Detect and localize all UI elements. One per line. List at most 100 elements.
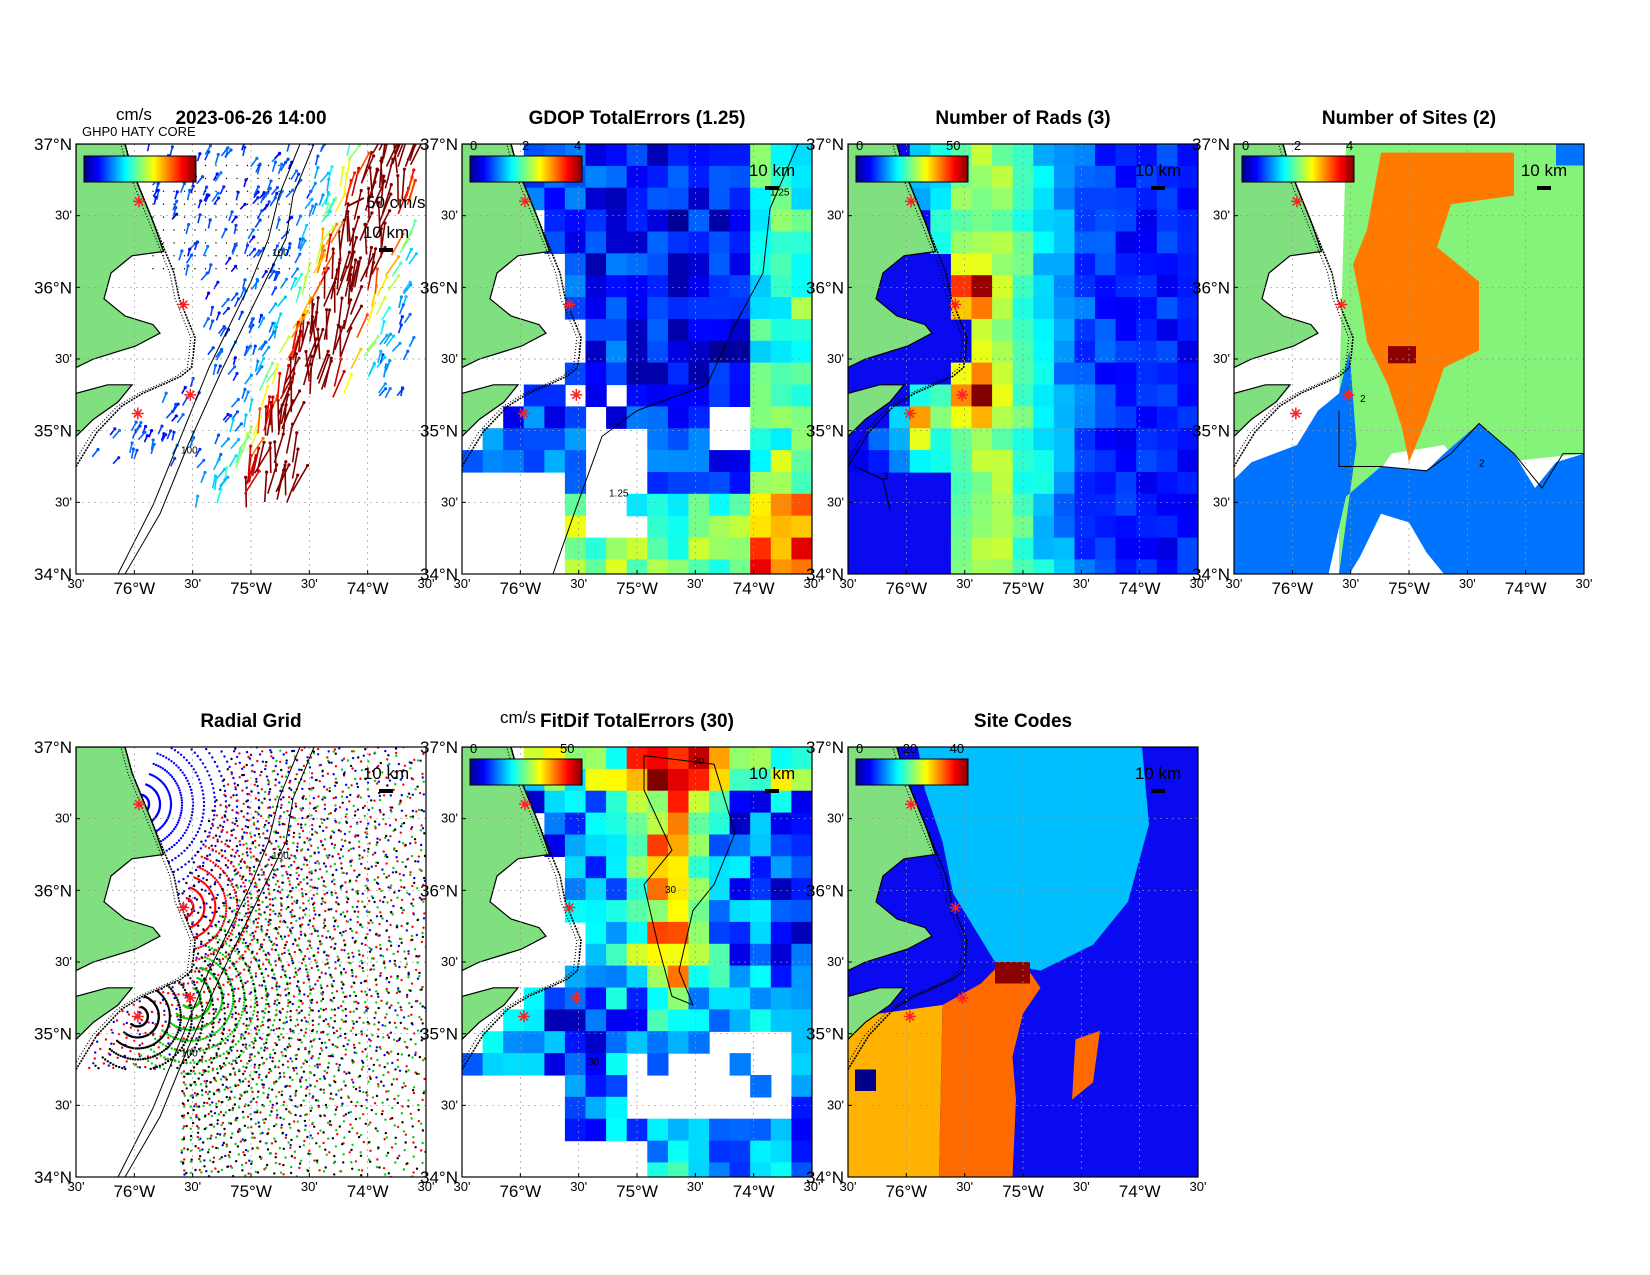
radial-grid-point [187, 782, 191, 785]
data-cell [1053, 144, 1076, 167]
radial-grid-point [322, 1141, 325, 1145]
radial-grid-point [339, 830, 343, 833]
radial-grid-point [353, 1000, 356, 1003]
data-cell [585, 275, 607, 298]
radial-grid-point [239, 866, 242, 870]
radial-grid-point [368, 842, 371, 845]
data-cell [544, 384, 566, 407]
radial-grid-point [302, 981, 305, 984]
radial-grid-point [405, 963, 408, 966]
radial-grid-point [181, 771, 184, 774]
radial-grid-point [285, 1020, 288, 1024]
vector-head [233, 356, 237, 360]
radial-grid-point [288, 781, 291, 784]
radial-grid-point [333, 843, 337, 847]
radial-grid-point [162, 838, 165, 842]
radial-grid-point [297, 944, 300, 947]
radial-grid-point [322, 1091, 326, 1095]
data-cell [544, 428, 566, 451]
radial-grid-point [370, 895, 374, 898]
radial-grid-point [212, 861, 215, 864]
radial-grid-point [422, 810, 426, 813]
grid-dot [162, 190, 165, 192]
radial-grid-point [241, 941, 245, 945]
radial-grid-point [294, 1094, 297, 1097]
radial-grid-point [229, 896, 232, 900]
radial-grid-point [239, 1140, 242, 1143]
vector-head [251, 317, 255, 321]
radial-grid-point [180, 1151, 183, 1154]
vector-head [398, 138, 401, 141]
data-cell [688, 515, 710, 539]
current-vector [305, 351, 311, 382]
radial-grid-point [227, 845, 231, 848]
radial-grid-point [246, 1027, 249, 1031]
radial-grid-point [333, 1014, 337, 1017]
current-vector [301, 225, 308, 238]
radial-grid-point [374, 1012, 377, 1015]
current-vector [295, 287, 302, 303]
radial-grid-point [199, 866, 202, 870]
radial-grid-point [394, 1009, 397, 1012]
radial-grid-point [358, 845, 361, 849]
radial-grid-point [396, 950, 400, 953]
radial-grid-point [358, 857, 361, 860]
radial-grid-point [227, 952, 230, 956]
radial-grid-point [202, 812, 205, 815]
radar-site-marker [184, 388, 197, 401]
radial-grid-point [369, 1121, 372, 1124]
radial-grid-point [240, 767, 244, 770]
radial-grid-point [229, 1032, 232, 1036]
vector-head [294, 277, 298, 281]
data-cell [750, 537, 772, 561]
radial-grid-point [155, 1057, 158, 1060]
data-cell [647, 559, 669, 574]
radial-grid-point [302, 1144, 305, 1147]
radial-grid-point [280, 775, 284, 778]
radial-grid-point [413, 758, 416, 762]
data-cell [647, 231, 669, 254]
radial-grid-point [368, 946, 371, 949]
radial-grid-point [257, 1029, 261, 1032]
radial-grid-point [365, 835, 368, 839]
grid-dot [183, 190, 186, 192]
radial-grid-point [323, 893, 326, 896]
radial-grid-point [252, 865, 256, 869]
radial-grid-point [255, 1014, 259, 1018]
vector-head [297, 172, 301, 176]
radial-grid-point [279, 994, 282, 997]
radial-grid-point [301, 848, 304, 851]
radial-grid-point [407, 950, 410, 953]
data-cell [791, 165, 812, 189]
vector-head [302, 315, 306, 319]
radial-grid-point [267, 1093, 270, 1097]
current-vector [387, 275, 400, 292]
radial-grid-point [212, 951, 215, 954]
radial-grid-point [212, 895, 215, 899]
radial-grid-point [195, 1113, 198, 1117]
grid-dot [152, 216, 154, 218]
radial-grid-point [125, 1036, 128, 1039]
data-cell [626, 275, 648, 298]
radial-grid-point [269, 1100, 272, 1103]
radial-grid-point [289, 1126, 292, 1130]
radial-grid-point [355, 905, 359, 909]
data-cell [626, 231, 648, 254]
radial-grid-point [299, 1114, 302, 1118]
radial-grid-point [407, 1015, 410, 1018]
radial-grid-point [376, 906, 379, 909]
radial-grid-point [324, 1018, 328, 1021]
radial-grid-point [396, 1058, 399, 1062]
data-cell [1074, 559, 1096, 574]
radial-grid-point [216, 840, 219, 843]
vector-head [406, 349, 410, 353]
radial-grid-point [276, 831, 280, 835]
current-vector [129, 442, 133, 454]
radial-grid-point [329, 812, 332, 815]
data-cell [688, 209, 710, 233]
radial-grid-point [395, 991, 399, 995]
data-cell [585, 297, 607, 320]
radial-grid-point [354, 835, 357, 838]
vector-head [306, 463, 310, 468]
